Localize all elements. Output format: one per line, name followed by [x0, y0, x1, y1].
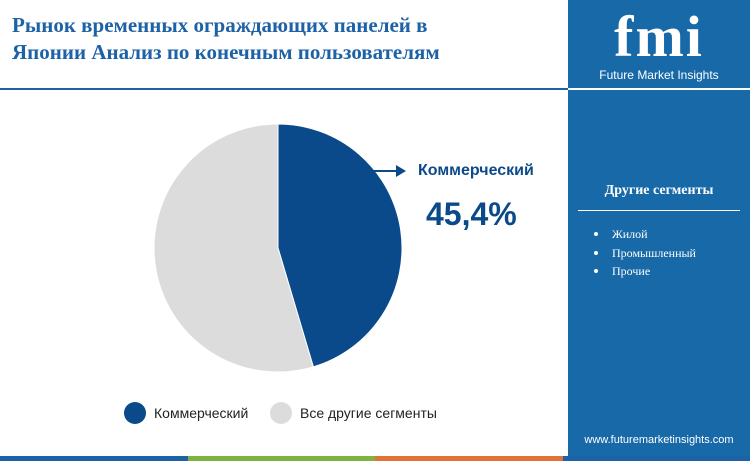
bullet-icon	[594, 250, 598, 255]
accent-segment	[187, 456, 375, 461]
page-title: Рынок временных ограждающих панелей в Яп…	[12, 12, 552, 66]
fmi-logo: fmi	[614, 8, 704, 64]
legend-label-commercial: Коммерческий	[154, 405, 249, 421]
website-link[interactable]: www.futuremarketinsights.com	[584, 434, 734, 446]
segment-item: Прочие	[594, 262, 696, 281]
segments-divider	[578, 210, 740, 211]
pie-slice-commercial	[277, 123, 403, 368]
accent-segment	[375, 456, 563, 461]
callout-value: 45,4%	[426, 196, 517, 232]
brand-divider	[568, 88, 750, 90]
title-line-1: Рынок временных ограждающих панелей в	[12, 13, 428, 37]
title-line-2: Японии Анализ по конечным пользователям	[12, 40, 440, 64]
title-divider	[0, 88, 568, 90]
logo-letters: fmi	[614, 8, 704, 64]
segments-title: Другие сегменты	[604, 183, 714, 198]
legend-item-commercial: Коммерческий	[124, 402, 248, 424]
bottom-accent-bar	[0, 456, 750, 461]
bullet-icon	[594, 232, 598, 236]
callout-arrow	[370, 165, 406, 177]
bullet-icon	[594, 269, 598, 273]
segments-list: Жилой Промышленный Прочие	[594, 225, 696, 281]
callout-label: Коммерческий	[418, 162, 534, 179]
segment-item: Промышленный	[594, 244, 696, 263]
legend-item-other: Все другие сегменты	[270, 402, 437, 424]
segment-item: Жилой	[594, 225, 696, 244]
legend-swatch-other	[270, 402, 292, 424]
brand-name: Future Market Insights	[599, 68, 719, 82]
pie-slice-other-segments	[153, 123, 314, 373]
pie-chart	[153, 123, 406, 373]
legend-label-other: Все другие сегменты	[300, 405, 437, 421]
accent-segment	[562, 456, 750, 461]
brand-sidebar: fmi Future Market Insights Другие сегмен…	[568, 0, 750, 461]
accent-segment	[0, 456, 188, 461]
legend-swatch-commercial	[124, 402, 146, 424]
